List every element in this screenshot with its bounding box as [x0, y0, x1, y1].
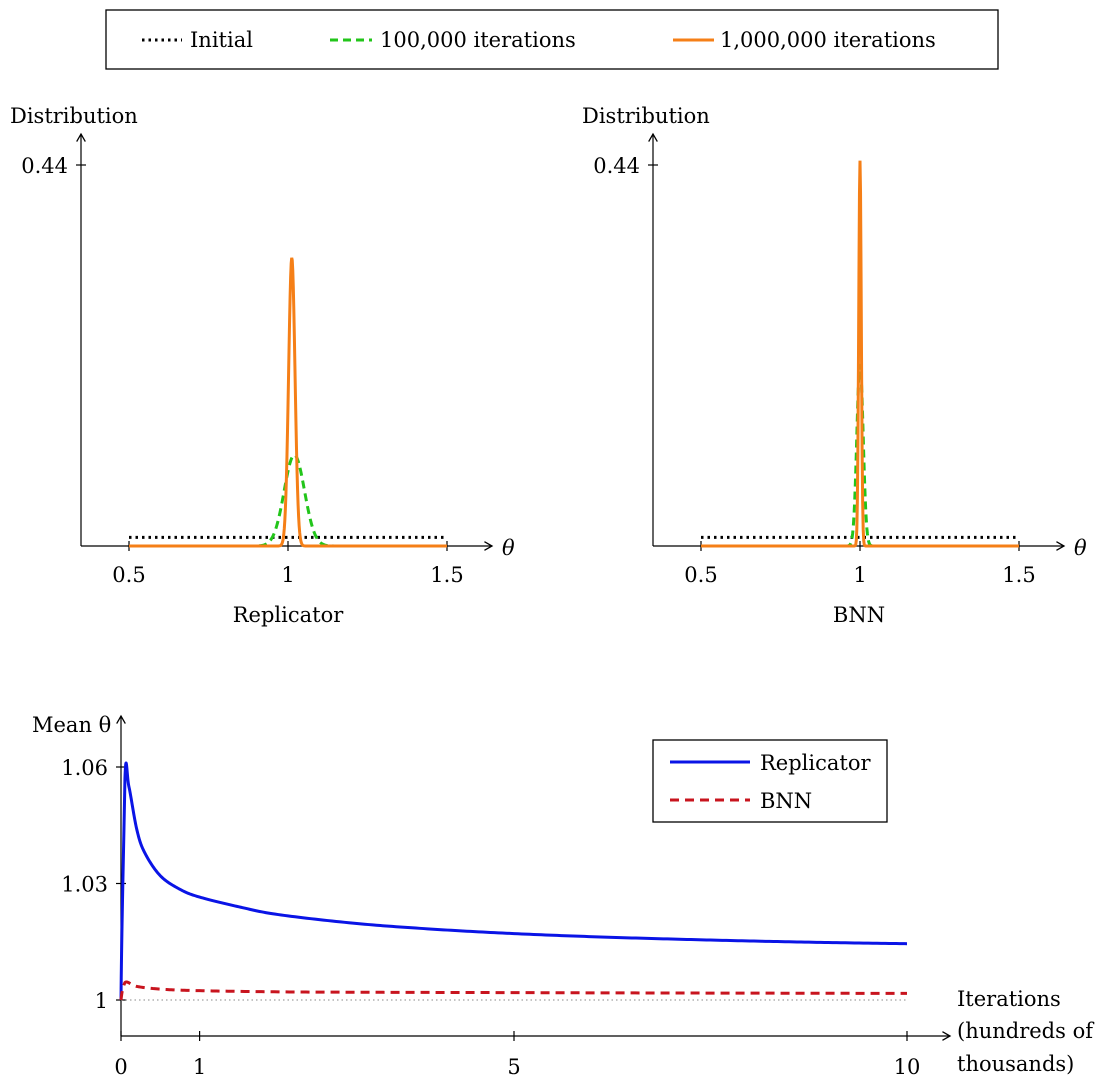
- bnn-xtick-label: 1.5: [1002, 563, 1035, 587]
- mean-series-bnn: [119, 980, 908, 1001]
- mean-y-axis-label: Mean θ: [32, 713, 111, 737]
- mean-ytick-label: 1.03: [61, 873, 108, 897]
- bnn-series-1-000-000-iterations: [701, 160, 1019, 548]
- mean-xtick-label: 1: [193, 1055, 206, 1079]
- mean-ytick-label: 1.06: [61, 756, 108, 780]
- bnn-x-axis-label: θ: [1074, 536, 1087, 560]
- bnn-ytick-label: 0.44: [593, 154, 640, 178]
- bnn-title: BNN: [833, 603, 885, 627]
- mean-ytick-label: 1: [95, 989, 108, 1013]
- replicator-distribution-chart: Distribution θ 0.44 0.5 1 1.5 Replicator: [10, 104, 515, 627]
- mean-x-axis-label-line2: (hundreds of: [957, 1019, 1095, 1043]
- replicator-ytick-label: 0.44: [21, 154, 68, 178]
- replicator-xtick-label: 0.5: [112, 563, 145, 587]
- replicator-x-axis-label: θ: [502, 536, 515, 560]
- mean-x-axis-label: Iterations (hundreds of thousands): [957, 987, 1099, 1076]
- mean-xtick-label: 10: [894, 1055, 921, 1079]
- replicator-title: Replicator: [233, 603, 344, 627]
- top-legend-box: [105, 9, 999, 70]
- bnn-xtick-label: 1: [853, 563, 866, 587]
- replicator-xtick-label: 1.5: [430, 563, 463, 587]
- bnn-series-100-000-iterations: [701, 363, 1019, 548]
- mean-theta-chart: Mean θ Iterations (hundreds of thousands…: [32, 713, 1099, 1079]
- legend-100k-label: 100,000 iterations: [380, 28, 576, 52]
- replicator-xtick-label: 1: [281, 563, 294, 587]
- replicator-series-1-000-000-iterations: [129, 257, 447, 548]
- replicator-y-axis-label: Distribution: [10, 104, 138, 128]
- bnn-xtick-label: 0.5: [684, 563, 717, 587]
- legend-1m-label: 1,000,000 iterations: [720, 28, 936, 52]
- legend-bnn-label: BNN: [760, 789, 812, 813]
- legend-initial-label: Initial: [190, 28, 253, 52]
- mean-series-replicator: [119, 761, 908, 1001]
- mean-xtick-label: 0: [114, 1055, 127, 1079]
- bnn-y-axis-label: Distribution: [582, 104, 710, 128]
- bnn-distribution-chart: Distribution θ 0.44 0.5 1 1.5 BNN: [582, 104, 1087, 627]
- legend-replicator-label: Replicator: [760, 751, 871, 775]
- mean-legend-box: [652, 739, 888, 823]
- mean-x-axis-label-line1: Iterations: [957, 987, 1061, 1011]
- mean-xtick-label: 5: [507, 1055, 520, 1079]
- mean-legend: Replicator BNN: [652, 739, 888, 823]
- top-legend: Initial 100,000 iterations 1,000,000 ite…: [105, 9, 999, 70]
- mean-x-axis-label-line3: thousands): [957, 1052, 1074, 1076]
